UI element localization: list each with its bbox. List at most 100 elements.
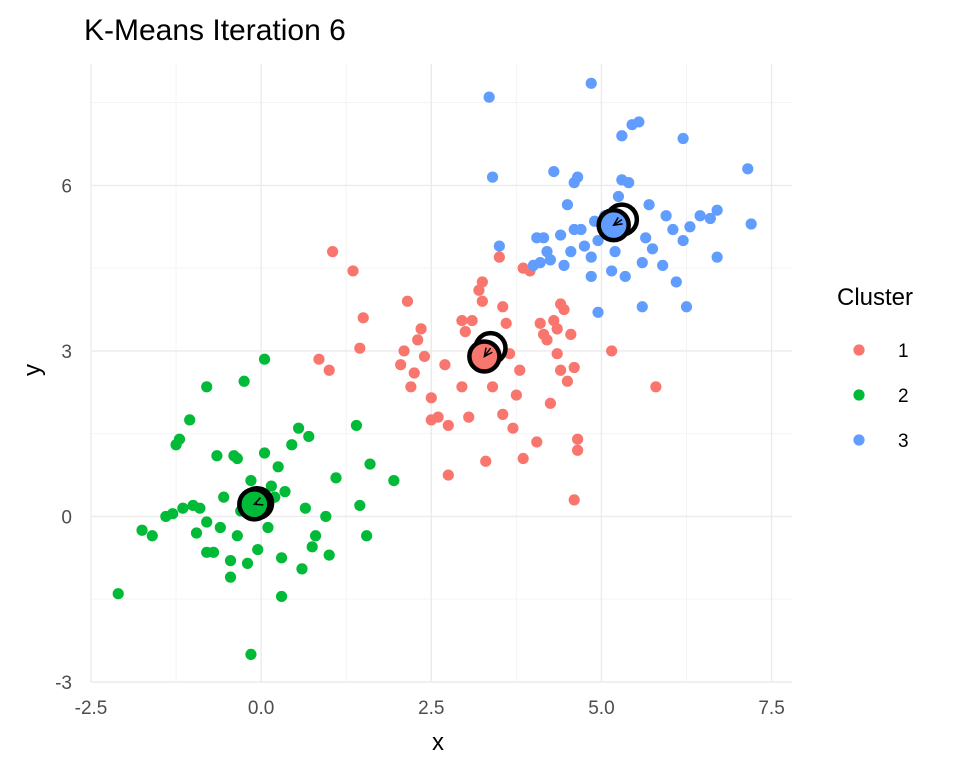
data-point-cluster-1 [650, 381, 662, 393]
data-point-cluster-3 [633, 116, 645, 128]
data-point-cluster-3 [612, 190, 625, 203]
data-point-cluster-1 [541, 334, 553, 346]
data-point-cluster-3 [609, 246, 621, 258]
centroid-arrowhead-3 [612, 216, 623, 227]
data-point-cluster-1 [466, 314, 478, 327]
data-point-cluster-1 [544, 397, 556, 409]
data-point-cluster-3 [660, 210, 672, 222]
data-point-cluster-1 [486, 381, 499, 393]
data-point-cluster-2 [214, 521, 226, 534]
y-tick-label: 3 [61, 342, 72, 363]
data-point-cluster-1 [313, 353, 325, 365]
data-point-cluster-2 [350, 419, 363, 432]
grid-lines [90, 64, 792, 683]
data-point-cluster-3 [636, 301, 648, 313]
data-point-cluster-2 [306, 541, 318, 553]
data-point-cluster-2 [201, 381, 213, 393]
data-point-cluster-2 [211, 450, 223, 462]
data-point-cluster-1 [493, 251, 505, 263]
data-point-cluster-1 [500, 317, 512, 329]
data-point-cluster-1 [561, 375, 574, 387]
data-point-cluster-2 [265, 480, 277, 492]
data-point-cluster-2 [224, 571, 237, 583]
data-point-cluster-2 [364, 458, 376, 470]
data-point-cluster-2 [258, 353, 271, 365]
data-point-cluster-3 [742, 163, 754, 175]
x-tick-labels: -2.5 0.0 2.5 5.0 7.5 [75, 698, 785, 719]
data-point-cluster-1 [442, 469, 454, 481]
data-point-cluster-3 [592, 306, 604, 318]
data-point-cluster-1 [395, 359, 407, 371]
data-point-cluster-2 [218, 491, 230, 503]
x-tick-label: -2.5 [75, 698, 108, 719]
data-point-cluster-1 [357, 312, 369, 324]
data-point-cluster-2 [320, 510, 332, 523]
data-point-cluster-3 [585, 251, 597, 263]
data-point-cluster-3 [585, 77, 597, 89]
data-point-cluster-2 [275, 590, 288, 603]
data-point-cluster-3 [578, 240, 591, 252]
data-point-cluster-1 [517, 452, 529, 465]
data-point-cluster-3 [585, 270, 597, 283]
data-point-cluster-2 [330, 472, 342, 484]
data-point-cluster-3 [640, 232, 652, 244]
data-point-cluster-2 [231, 452, 243, 465]
data-point-cluster-2 [194, 502, 206, 514]
data-point-cluster-1 [497, 408, 509, 420]
data-point-cluster-1 [551, 348, 563, 360]
y-tick-label: 0 [61, 507, 72, 528]
legend-key-1 [853, 344, 865, 356]
data-point-cluster-2 [361, 530, 373, 542]
data-point-cluster-3 [616, 130, 628, 142]
data-point-cluster-3 [636, 257, 648, 269]
legend-label-2: 2 [898, 386, 909, 407]
data-point-cluster-2 [136, 524, 148, 536]
data-point-cluster-1 [568, 494, 580, 506]
data-point-cluster-2 [146, 530, 158, 542]
data-point-cluster-2 [275, 552, 288, 564]
y-tick-label: -3 [55, 673, 72, 694]
data-point-cluster-3 [537, 232, 550, 244]
legend: Cluster 1 2 3 [837, 284, 913, 452]
data-point-cluster-2 [167, 508, 179, 520]
data-point-cluster-1 [432, 411, 444, 423]
data-point-cluster-1 [565, 328, 577, 340]
data-point-cluster-3 [592, 234, 604, 247]
data-point-cluster-1 [456, 381, 468, 393]
data-point-cluster-3 [711, 204, 723, 216]
data-point-cluster-3 [670, 276, 682, 288]
data-point-cluster-3 [606, 265, 618, 277]
data-point-cluster-2 [354, 499, 366, 512]
data-point-cluster-2 [323, 549, 335, 561]
y-axis-label: y [19, 364, 46, 376]
data-point-cluster-2 [231, 530, 243, 542]
data-point-cluster-1 [606, 345, 618, 357]
data-point-cluster-1 [354, 342, 366, 354]
data-point-cluster-1 [572, 433, 584, 445]
data-point-cluster-2 [224, 555, 237, 567]
legend-title: Cluster [837, 284, 913, 311]
data-point-cluster-1 [476, 295, 488, 307]
data-point-cluster-2 [262, 521, 274, 534]
centroid-arrowhead-1 [483, 347, 493, 358]
data-point-cluster-1 [405, 381, 417, 393]
data-point-cluster-3 [555, 229, 567, 241]
data-point-cluster-2 [201, 516, 213, 528]
data-point-cluster-3 [677, 132, 689, 145]
data-point-cluster-3 [646, 243, 659, 255]
data-point-cluster-1 [327, 246, 339, 258]
data-point-cluster-3 [619, 270, 631, 283]
data-point-cluster-2 [309, 530, 322, 542]
data-point-cluster-2 [388, 474, 400, 487]
data-point-cluster-3 [534, 257, 546, 269]
data-point-cluster-2 [190, 527, 203, 539]
data-point-cluster-1 [418, 350, 431, 363]
data-point-cluster-1 [408, 367, 420, 379]
data-point-cluster-3 [684, 221, 696, 233]
data-point-cluster-1 [347, 265, 359, 277]
data-point-cluster-2 [286, 439, 298, 451]
data-point-cluster-3 [572, 171, 584, 183]
data-point-cluster-2 [241, 557, 254, 569]
data-points [112, 77, 757, 661]
